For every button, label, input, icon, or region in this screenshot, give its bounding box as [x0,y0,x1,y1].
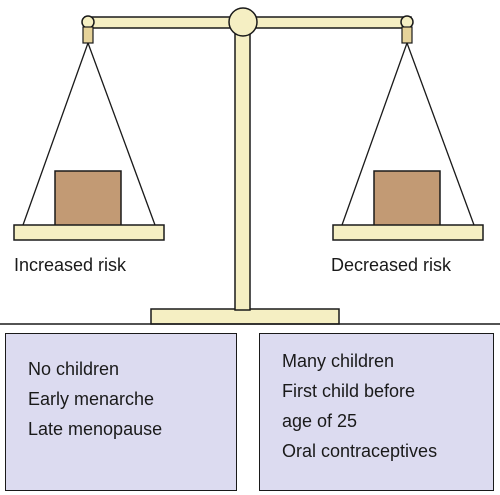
risk-factor: No children [28,359,120,379]
risk-factor: Early menarche [28,389,155,409]
risk-factor: First child before [282,381,416,401]
left-pan [13,224,165,241]
left-weight [54,170,122,227]
right-string [406,42,475,226]
left-string [22,42,89,226]
right-weight [373,170,441,227]
increased-risk-factors-box: No children Early menarche Late menopaus… [5,333,237,491]
risk-factor: age of 25 [282,411,358,431]
right-hanger-clip [401,26,413,44]
risk-factor: Late menopause [28,419,163,439]
balance-scale [0,7,500,325]
risk-factor: Many children [282,351,395,371]
increased-risk-label: Increased risk [14,255,127,275]
left-hanger-clip [82,26,94,44]
scale-pillar [234,31,251,311]
risk-factor: Oral contraceptives [282,441,438,461]
left-hanger-knob [81,15,95,29]
right-pan [332,224,484,241]
left-string [87,42,156,226]
right-string [341,42,408,226]
scale-base [150,308,340,325]
right-hanger-knob [400,15,414,29]
decreased-risk-factors-box: Many children First child before age of … [259,333,494,491]
scale-pivot [228,7,258,37]
decreased-risk-label: Decreased risk [331,255,452,275]
